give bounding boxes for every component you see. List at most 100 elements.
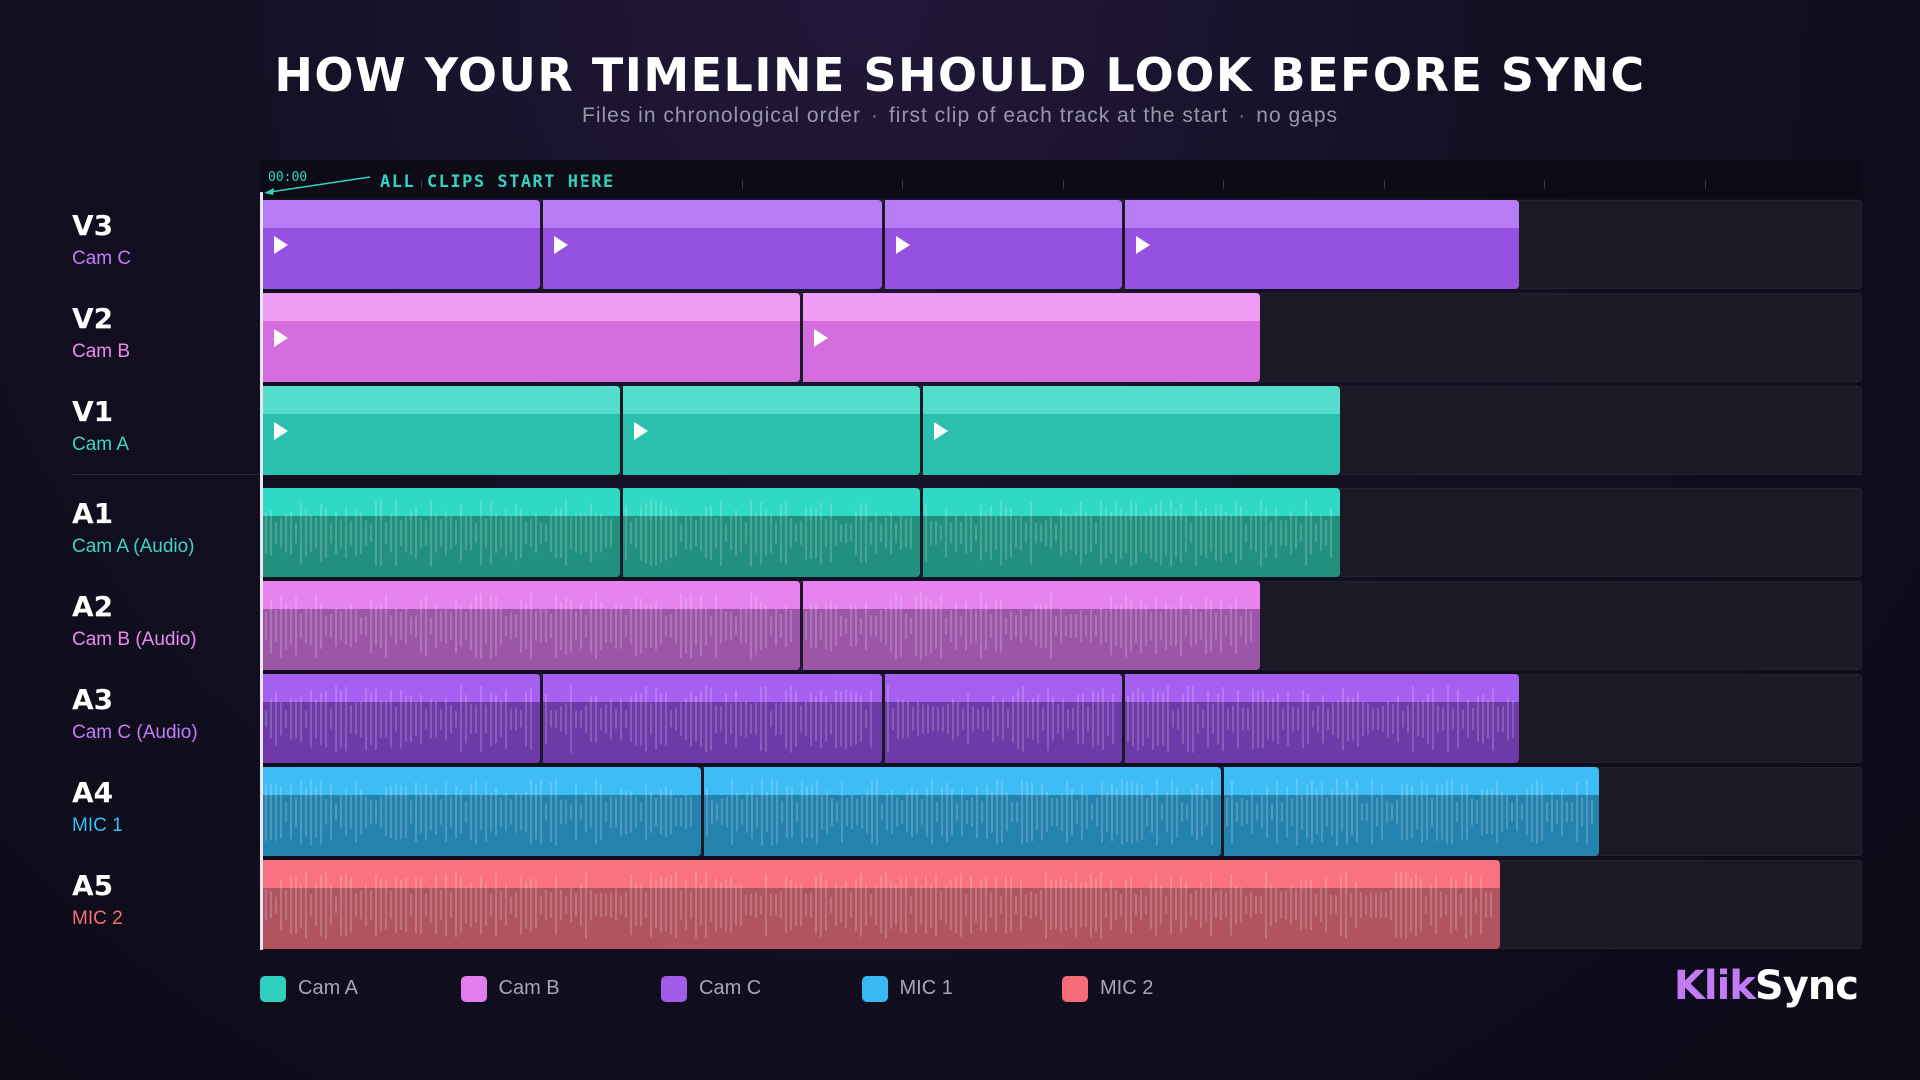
playhead[interactable] xyxy=(260,192,263,950)
clip-body xyxy=(1221,795,1600,857)
clip-body xyxy=(700,795,1222,857)
subtitle: Files in chronological order · first clip … xyxy=(0,104,1920,128)
ruler-tick xyxy=(1383,180,1385,189)
time-ruler[interactable]: 00:00 ALL CLIPS START HERE xyxy=(260,160,1862,198)
clip-body xyxy=(260,321,800,383)
clip-header xyxy=(920,386,1340,415)
video-clip[interactable] xyxy=(260,293,800,383)
audio-clip[interactable] xyxy=(540,674,882,763)
waveform-icon xyxy=(1226,778,1593,846)
track-name: Cam A (Audio) xyxy=(72,535,195,557)
track-code: V3 xyxy=(72,209,114,242)
track-name: MIC 1 xyxy=(72,815,123,837)
legend-swatch xyxy=(661,976,687,1002)
ruler-start-label: ALL CLIPS START HERE xyxy=(380,172,615,192)
legend-label: Cam B xyxy=(498,977,560,999)
waveform-icon xyxy=(625,498,913,567)
audio-clip[interactable] xyxy=(700,767,1222,857)
video-clip[interactable] xyxy=(881,200,1122,289)
audio-clip[interactable] xyxy=(1221,767,1600,857)
waveform-icon xyxy=(925,498,1332,567)
clip-cut xyxy=(1121,200,1125,289)
subtitle-separator: · xyxy=(870,104,879,127)
track-code: A4 xyxy=(72,776,114,810)
audio-clip[interactable] xyxy=(920,487,1340,577)
clip-body xyxy=(881,702,1122,763)
audio-clip[interactable] xyxy=(260,860,1500,950)
audio-clip[interactable] xyxy=(799,580,1260,670)
waveform-icon xyxy=(265,498,612,567)
clip-header xyxy=(540,674,882,702)
ruler-tick xyxy=(1223,180,1224,189)
clip-body xyxy=(799,321,1260,383)
clip-body xyxy=(260,795,701,857)
video-clip[interactable] xyxy=(620,386,920,476)
waveform-icon xyxy=(265,778,692,846)
subtitle-part-1: Files in chronological order xyxy=(582,104,861,127)
video-clip[interactable] xyxy=(260,200,541,289)
audio-clip[interactable] xyxy=(260,487,621,577)
audio-clip[interactable] xyxy=(260,767,701,857)
track-name: Cam C (Audio) xyxy=(72,722,198,743)
clip-body xyxy=(260,515,621,577)
track-name: Cam B xyxy=(72,341,131,363)
play-icon xyxy=(274,236,288,254)
legend-label: MIC 1 xyxy=(899,977,953,999)
waveform-icon xyxy=(886,685,1114,753)
clip-body xyxy=(260,702,541,763)
track-label-a1: A1 Cam A (Audio) xyxy=(72,496,272,560)
track-name: Cam A xyxy=(72,434,130,456)
timeline[interactable]: 00:00 ALL CLIPS START HERE xyxy=(260,160,1862,950)
clip-cut xyxy=(881,200,885,289)
legend-swatch xyxy=(260,976,286,1002)
clip-header xyxy=(260,386,621,415)
clip-body xyxy=(260,414,621,476)
audio-clip[interactable] xyxy=(260,674,541,763)
clip-header xyxy=(799,580,1260,609)
audio-clip[interactable] xyxy=(260,580,800,670)
track-code: A5 xyxy=(72,869,114,903)
waveform-icon xyxy=(265,685,532,753)
ruler-tick xyxy=(1704,180,1706,189)
play-icon xyxy=(274,422,288,441)
clip-header xyxy=(1121,200,1520,228)
clip-cut xyxy=(540,674,544,763)
clip-cut xyxy=(799,580,803,670)
ruler-tick xyxy=(1544,180,1545,189)
track-code: V2 xyxy=(72,302,114,336)
ruler-tick xyxy=(420,180,422,189)
audio-clip[interactable] xyxy=(881,674,1122,763)
clip-cut xyxy=(620,386,624,476)
track-label-v2: V2 Cam B xyxy=(72,303,272,365)
audio-clip[interactable] xyxy=(1121,674,1520,763)
clip-body xyxy=(540,702,882,763)
ruler-tick xyxy=(902,180,903,189)
track-label-a3: A3 Cam C (Audio) xyxy=(72,684,272,746)
play-icon xyxy=(813,329,828,348)
clip-body xyxy=(1121,228,1520,289)
page-title: HOW YOUR TIMELINE SHOULD LOOK BEFORE SYN… xyxy=(274,48,1646,102)
waveform-icon xyxy=(545,685,872,753)
video-clip[interactable] xyxy=(799,293,1260,383)
video-clip[interactable] xyxy=(920,386,1340,476)
video-clip[interactable] xyxy=(1121,200,1520,289)
play-icon xyxy=(895,236,910,254)
clip-header xyxy=(260,200,541,228)
legend-swatch xyxy=(861,976,888,1002)
brand-logo-part-2: Sync xyxy=(1754,963,1859,1009)
clip-header xyxy=(260,860,1500,889)
clip-body xyxy=(920,515,1340,577)
ruler-tick xyxy=(581,180,582,189)
ruler-tick xyxy=(1062,180,1064,189)
video-clip[interactable] xyxy=(260,386,621,476)
clip-cut xyxy=(700,767,704,857)
clip-body xyxy=(799,608,1260,670)
clip-body xyxy=(620,414,920,476)
track-code: A1 xyxy=(72,496,114,530)
clip-cut xyxy=(620,487,624,577)
video-clip[interactable] xyxy=(540,200,882,289)
audio-clip[interactable] xyxy=(620,487,920,577)
clip-body xyxy=(920,414,1340,476)
clip-cut xyxy=(920,386,924,476)
subtitle-part-3: no gaps xyxy=(1256,104,1338,127)
